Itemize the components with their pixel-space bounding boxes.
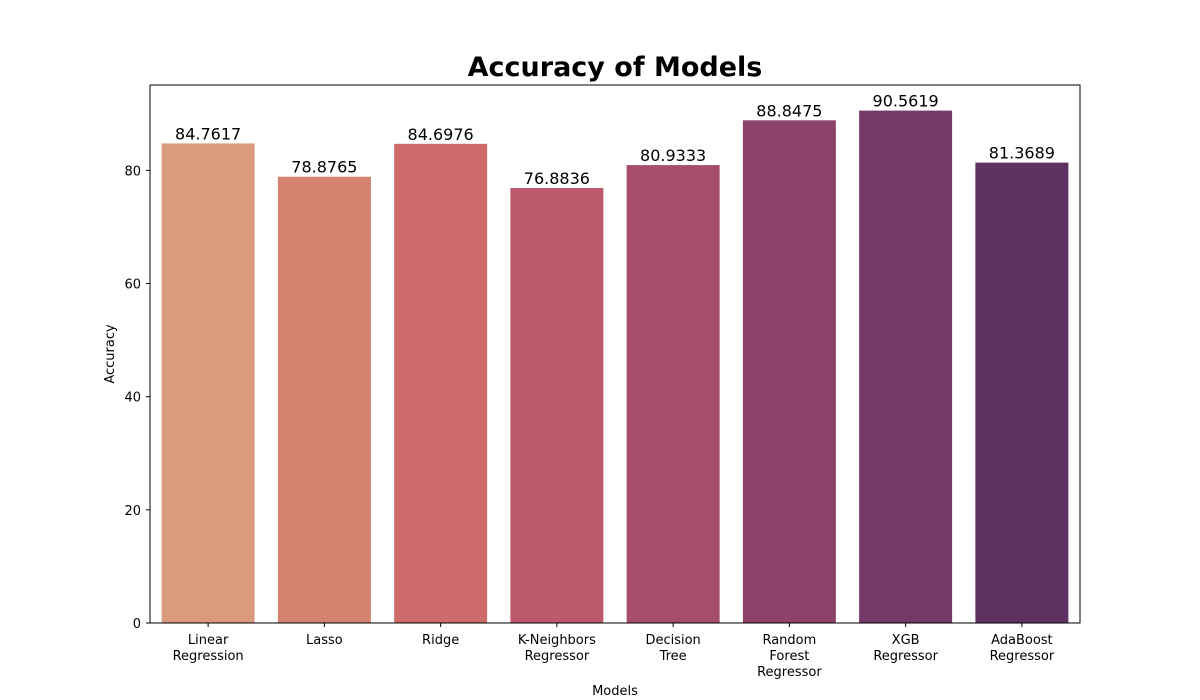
bar-value-label: 84.7617 [175, 124, 241, 143]
plot-frame [149, 84, 1081, 624]
bar-value-label: 76.8836 [524, 169, 590, 188]
y-tick-label: 80 [124, 164, 141, 179]
bar-3 [510, 188, 604, 623]
x-tick-label: K-Neighbors Regressor [518, 633, 596, 664]
chart-title: Accuracy of Models [468, 52, 763, 83]
bar-value-label: 84.6976 [408, 125, 474, 144]
y-tick-label: 20 [124, 504, 141, 519]
bar-7 [975, 162, 1069, 623]
bar-2 [394, 143, 488, 624]
y-tick-label: 0 [133, 617, 141, 632]
y-tick-label: 40 [124, 391, 141, 406]
x-tick-label: XGB Regressor [873, 633, 938, 664]
x-axis: Linear Regression Lasso Ridge K-Neighbors Reg… [173, 623, 1055, 680]
bar-value-label: 80.9333 [640, 146, 706, 165]
bar-value-label: 90.5619 [873, 92, 939, 111]
x-axis-label: Models [592, 684, 638, 699]
y-tick-label: 60 [124, 278, 141, 293]
x-tick-label: Decision Tree [645, 633, 700, 664]
bar-4 [626, 165, 720, 623]
bar-value-label: 78.8765 [291, 158, 357, 177]
x-tick-label: Linear Regression [173, 633, 244, 664]
bars-layer: 84.7617 78.8765 84.6976 76.8836 80.9333 88.84… [161, 92, 1069, 624]
bar-value-label: 81.3689 [989, 144, 1055, 163]
bar-5 [742, 120, 836, 623]
bar-0 [161, 143, 255, 623]
y-axis: 0 20 40 60 80 [124, 164, 150, 632]
x-tick-label: Lasso [306, 633, 343, 648]
x-tick-label: Ridge [422, 633, 459, 648]
bar-6 [859, 110, 953, 624]
y-axis-label: Accuracy [103, 324, 118, 384]
x-tick-label: AdaBoost Regressor [990, 633, 1055, 664]
x-tick-label: Random Forest Regressor [757, 633, 822, 680]
bar-value-label: 88.8475 [756, 101, 822, 120]
bar-1 [277, 176, 371, 624]
